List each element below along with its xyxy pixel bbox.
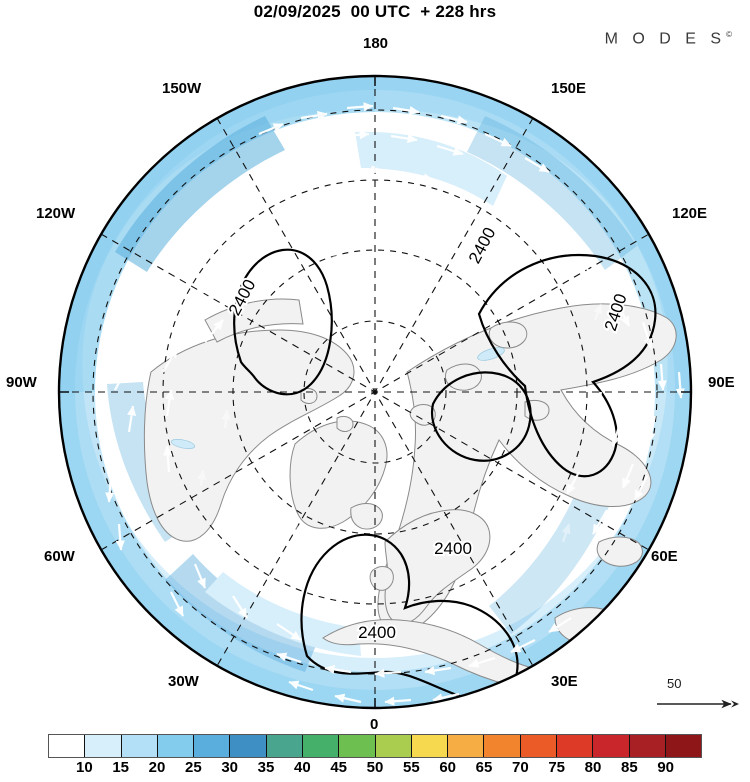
copyright-icon: ©	[726, 30, 732, 39]
colorbar-segment-2	[121, 735, 158, 757]
height-contours	[233, 248, 657, 702]
lon-label-120w: 120W	[36, 205, 76, 222]
colorbar-tick-50: 50	[366, 759, 384, 776]
colorbar-tick-10: 10	[75, 759, 93, 776]
colorbar-segment-5	[230, 735, 267, 757]
colorbar-tick-60: 60	[439, 759, 456, 776]
reference-vector-label: 50	[667, 676, 682, 691]
contour-label-halo: 2400	[358, 623, 396, 642]
lon-label-30e: 30E	[551, 673, 578, 690]
lon-label-150w: 150W	[162, 80, 202, 97]
colorbar-tick-55: 55	[402, 759, 420, 776]
longitude-lines	[59, 76, 691, 708]
colorbar-tick-80: 80	[584, 759, 602, 776]
colorbar-tick-45: 45	[330, 759, 347, 776]
polar-map[interactable]: 2400 2400 2400 2400 2400 2400 2400 2400	[55, 72, 695, 712]
lon-label-180: 180	[363, 35, 389, 52]
modes-logo: M O D E S©	[605, 30, 732, 48]
colorbar-segment-13	[520, 735, 557, 757]
colorbar-segment-17	[665, 735, 702, 757]
page-title: 02/09/2025 00 UTC + 228 hrs	[253, 2, 497, 21]
lon-label-30w: 30W	[168, 673, 199, 690]
contour-label: 2400	[358, 623, 396, 642]
lon-label-150e: 150E	[551, 80, 587, 97]
lon-label-0: 0	[370, 716, 379, 733]
map-canvas: 2400 2400 2400 2400 2400 2400 2400 2400	[57, 74, 693, 710]
colorbar-segment-9	[375, 735, 412, 757]
colorbar-segment-14	[556, 735, 594, 757]
colorbar-segment-0	[49, 735, 86, 757]
inner-calm-region	[82, 109, 668, 658]
colorbar-tick-70: 70	[511, 759, 529, 776]
colorbar-segments	[48, 734, 702, 758]
contour-label-halo: 2400	[434, 539, 472, 558]
map-content: 2400 2400 2400 2400 2400 2400 2400 2400	[59, 76, 691, 708]
colorbar-segment-1	[85, 735, 122, 757]
lon-label-120e: 120E	[672, 205, 708, 222]
colorbar-segment-15	[593, 735, 630, 757]
colorbar: 10 15 20 25 30 35 40 45 50 55 60 65 70 75 80 85 90	[48, 734, 702, 780]
lon-label-90w: 90W	[6, 374, 37, 391]
colorbar-tick-75: 75	[548, 759, 565, 776]
colorbar-tick-20: 20	[148, 759, 166, 776]
modes-logo-text: M O D E S	[604, 30, 727, 48]
reference-vector: 50	[655, 676, 743, 716]
colorbar-segment-10	[411, 735, 449, 757]
colorbar-segment-6	[266, 735, 303, 757]
lon-label-60w: 60W	[44, 548, 75, 565]
colorbar-tick-25: 25	[184, 759, 202, 776]
colorbar-segment-4	[194, 735, 231, 757]
colorbar-tick-35: 35	[257, 759, 275, 776]
rim-ticks	[59, 76, 691, 708]
colorbar-tick-40: 40	[293, 759, 311, 776]
contour-label: 2400	[434, 539, 472, 558]
colorbar-segment-7	[302, 735, 340, 757]
colorbar-segment-8	[339, 735, 376, 757]
colorbar-segment-3	[157, 735, 195, 757]
landmasses	[143, 298, 677, 693]
colorbar-segment-11	[448, 735, 485, 757]
colorbar-segment-16	[629, 735, 666, 757]
reference-vector-arrow	[657, 699, 739, 709]
lon-label-60e: 60E	[651, 548, 678, 565]
colorbar-tick-85: 85	[620, 759, 638, 776]
lakes	[170, 347, 505, 449]
colorbar-tick-30: 30	[221, 759, 238, 776]
lon-label-90e: 90E	[708, 374, 735, 391]
wind-vectors	[98, 102, 685, 706]
colorbar-segment-12	[484, 735, 521, 757]
colorbar-tick-15: 15	[112, 759, 129, 776]
colorbar-ticks: 10 15 20 25 30 35 40 45 50 55 60 65 70 75 80 85 90	[48, 759, 702, 779]
colorbar-tick-65: 65	[475, 759, 493, 776]
colorbar-tick-90: 90	[657, 759, 674, 776]
